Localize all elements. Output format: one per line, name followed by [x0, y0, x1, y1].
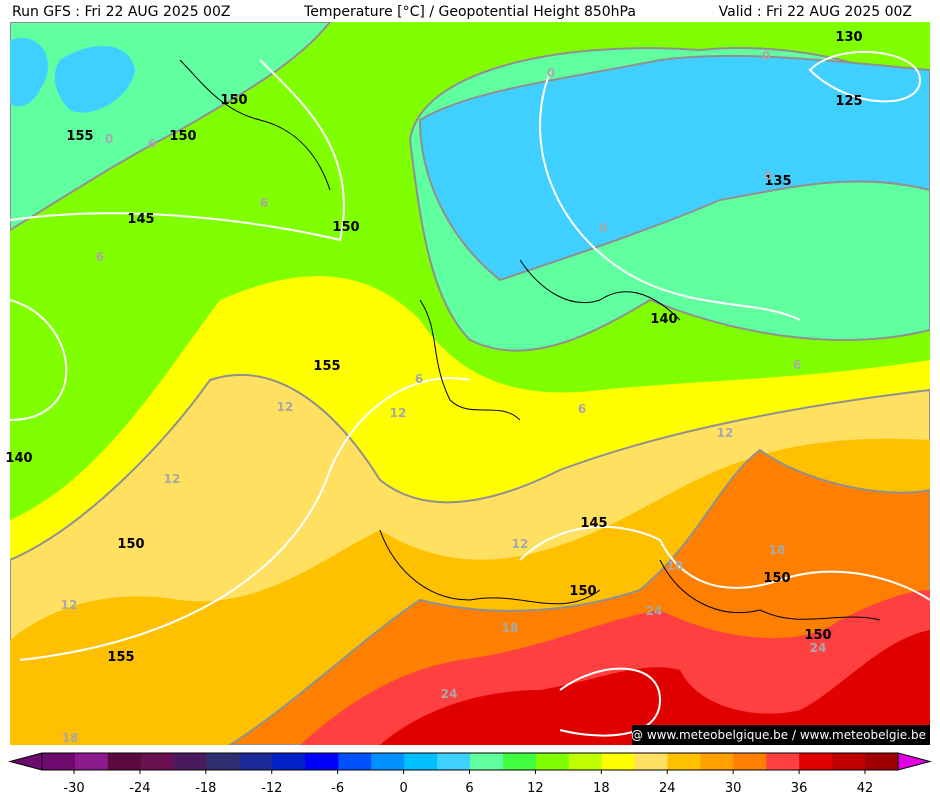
height-label: 150	[332, 220, 359, 235]
temperature-label: 18	[769, 543, 786, 557]
colorbar-segment	[239, 753, 273, 770]
temperature-label: 12	[61, 598, 78, 612]
height-label: 155	[107, 650, 134, 665]
colorbar-tick-label: 6	[465, 781, 473, 796]
colorbar-segment	[733, 753, 767, 770]
map-title: Temperature [°C] / Geopotential Height 8…	[303, 4, 636, 20]
colorbar-tick-label: -12	[261, 781, 282, 796]
colorbar-segment	[470, 753, 504, 770]
colorbar-segment	[42, 753, 76, 770]
colorbar-segment	[766, 753, 800, 770]
height-label: 130	[835, 30, 862, 45]
colorbar-segment	[437, 753, 471, 770]
colorbar-tick-label: 36	[791, 781, 808, 796]
height-label: 145	[580, 516, 607, 531]
colorbar-tick-label: 18	[593, 781, 610, 796]
colorbar-segment	[535, 753, 570, 770]
temperature-label: 6	[96, 250, 104, 264]
height-label: 150	[569, 584, 596, 599]
temperature-label: 6	[260, 196, 268, 210]
height-label: 140	[5, 451, 32, 466]
temperature-label: 6	[578, 402, 586, 416]
colorbar-segment	[700, 753, 734, 770]
temperature-label: 6	[148, 137, 156, 151]
temperature-label: 0	[547, 66, 555, 80]
temperature-label: 12	[164, 472, 181, 486]
height-label: 155	[313, 359, 340, 374]
temperature-label: 6	[793, 358, 801, 372]
colorbar-segment	[107, 753, 142, 770]
height-label: 125	[835, 94, 862, 109]
temperature-label: 18	[502, 621, 519, 635]
colorbar-tick-label: -6	[331, 781, 344, 796]
colorbar-tick-label: 12	[527, 781, 544, 796]
temperature-label: 24	[441, 687, 458, 701]
colorbar-segment	[601, 753, 636, 770]
colorbar-tick-label: -30	[63, 781, 84, 796]
temperature-label: 18	[667, 559, 684, 573]
height-label: 150	[763, 571, 790, 586]
colorbar-tick-label: -24	[129, 781, 150, 796]
valid-label: Valid : Fri 22 AUG 2025 00Z	[719, 4, 912, 20]
height-label: 140	[650, 312, 677, 327]
temperature-label: 0	[599, 221, 607, 235]
temperature-label: 12	[277, 400, 294, 414]
colorbar-segment	[272, 753, 306, 770]
temperature-label: 6	[415, 372, 423, 386]
colorbar-end	[8, 752, 43, 771]
temperature-label: 12	[390, 406, 407, 420]
colorbar-segment	[140, 753, 175, 770]
colorbar-segment	[667, 753, 701, 770]
height-label: 150	[804, 628, 831, 643]
colorbar-segment	[568, 753, 603, 770]
run-label: Run GFS : Fri 22 AUG 2025 00Z	[12, 4, 230, 20]
temperature-label: 0	[764, 169, 772, 183]
colorbar-tick-label: 42	[857, 781, 874, 796]
colorbar-segment	[634, 753, 669, 770]
colorbar-tick-label: 24	[659, 781, 676, 796]
temperature-label: 0	[105, 132, 113, 146]
colorbar-segment	[799, 753, 833, 770]
watermark-bg	[632, 725, 930, 745]
temperature-label: 12	[512, 537, 529, 551]
height-label: 155	[66, 129, 93, 144]
colorbar-segment	[173, 753, 208, 770]
temperature-label: 24	[646, 604, 663, 618]
colorbar-segment	[74, 753, 109, 770]
temperature-label: 0	[762, 49, 770, 63]
height-label: 150	[220, 93, 247, 108]
colorbar-tick-label: -18	[195, 781, 216, 796]
colorbar-segment	[206, 753, 241, 770]
colorbar-segment	[305, 753, 339, 770]
colorbar-end	[897, 752, 932, 771]
colorbar-tick-label: 0	[399, 781, 407, 796]
colorbar-segment	[371, 753, 405, 770]
map	[10, 22, 930, 745]
watermark: @ www.meteobelgique.be / www.meteobelgie…	[631, 728, 926, 742]
height-label: 150	[117, 537, 144, 552]
colorbar-segment	[502, 753, 537, 770]
height-label: 135	[764, 174, 791, 189]
colorbar-tick-label: 30	[725, 781, 742, 796]
height-label: 150	[169, 129, 196, 144]
colorbar-segment	[338, 753, 372, 770]
temperature-label: 18	[62, 731, 79, 745]
colorbar-segment	[404, 753, 438, 770]
colorbar-segment	[865, 753, 899, 770]
colorbar-segment	[832, 753, 866, 770]
temperature-label: 12	[717, 426, 734, 440]
temperature-label: 24	[810, 641, 827, 655]
height-label: 145	[127, 212, 154, 227]
